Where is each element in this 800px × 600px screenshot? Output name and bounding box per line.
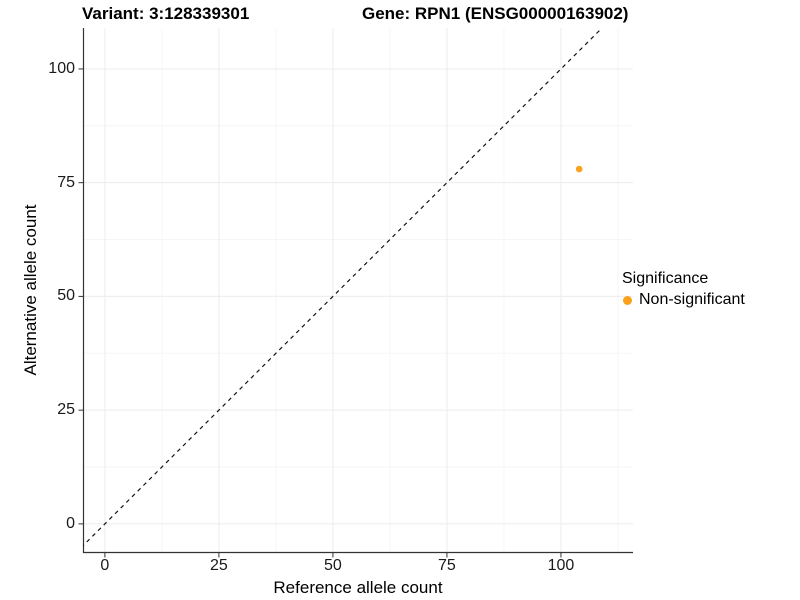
data-point [575, 165, 583, 173]
y-axis-tick-label: 75 [57, 173, 75, 191]
legend-point-icon [623, 295, 632, 305]
gene-title: Gene: RPN1 (ENSG00000163902) [362, 4, 629, 23]
variant-title: Variant: 3:128339301 [82, 4, 250, 23]
y-axis-title: Alternative allele count [21, 204, 40, 376]
legend-title: Significance [622, 270, 709, 287]
geom-layer [83, 28, 603, 547]
legend-item: Non-significant [620, 291, 745, 309]
identity-dashed-line [83, 28, 603, 547]
x-axis-tick-label: 25 [209, 557, 228, 574]
plot-panel [78, 28, 633, 558]
legend: Significance Non-significant [620, 270, 745, 309]
x-axis-tick-label: 100 [547, 557, 575, 574]
x-axis-tick-label: 0 [100, 557, 110, 574]
x-axis-tick-label: 50 [324, 557, 342, 574]
y-axis-tick-label: 50 [57, 287, 75, 305]
y-axis-tick-label: 25 [57, 401, 75, 419]
legend-item-label: Non-significant [639, 291, 745, 308]
y-axis-tick-label: 100 [48, 59, 75, 77]
x-axis-title: Reference allele count [273, 578, 443, 597]
x-axis-tick-label: 75 [438, 557, 456, 574]
y-axis-tick-label: 0 [66, 514, 75, 532]
